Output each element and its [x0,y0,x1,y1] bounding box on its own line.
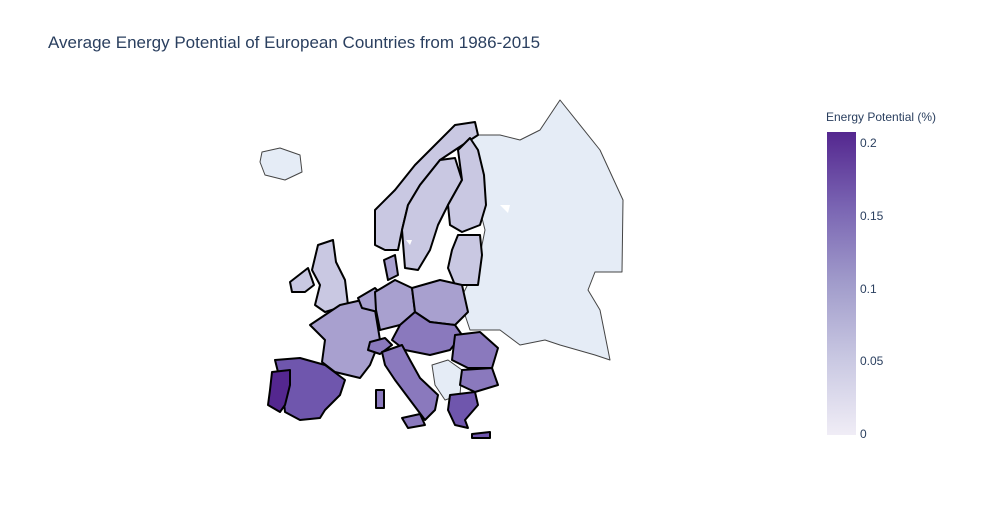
colorbar-title: Energy Potential (%) [826,110,937,124]
region-portugal[interactable] [267,369,291,413]
colorbar-tick: 0 [860,427,867,441]
region-iceland[interactable] [259,147,303,181]
region-romania[interactable] [451,331,499,369]
colorbar-tick: 0.05 [860,354,884,368]
region-denmark[interactable] [383,254,399,281]
region-ireland[interactable] [289,267,315,293]
region-baltics[interactable] [447,234,483,286]
region-finland[interactable] [447,137,487,233]
colorbar-tick: 0.2 [860,136,877,150]
region-uk[interactable] [311,239,349,313]
region-switzerland[interactable] [367,337,393,355]
colorbar-tick: 0.1 [860,282,877,296]
region-france[interactable] [309,299,381,379]
region-bulgaria[interactable] [459,367,499,393]
region-russia[interactable] [459,99,624,361]
colorbar [827,132,856,435]
colorbar-tick: 0.15 [860,209,884,223]
region-crete[interactable] [471,431,491,439]
chart-title: Average Energy Potential of European Cou… [48,33,541,52]
region-sicily[interactable] [401,413,426,429]
region-greece[interactable] [447,391,479,429]
region-sardinia[interactable] [375,389,385,409]
region-italy[interactable] [381,344,439,421]
